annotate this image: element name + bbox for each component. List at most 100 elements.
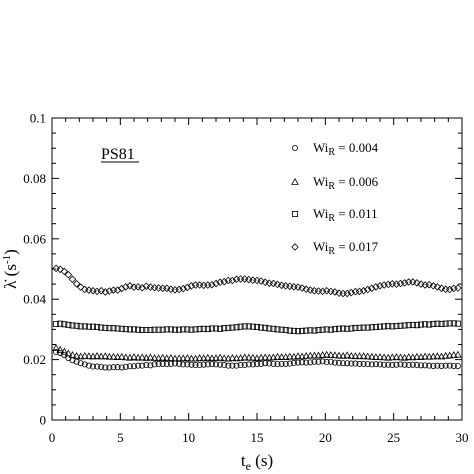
data-point-diamond xyxy=(208,280,216,289)
data-point-triangle xyxy=(314,351,323,359)
data-point-circle xyxy=(446,362,453,369)
data-point-circle xyxy=(258,360,265,367)
data-point-square xyxy=(311,327,318,334)
data-point-square xyxy=(110,325,117,332)
data-point-circle xyxy=(389,362,396,369)
data-point-diamond xyxy=(142,282,151,290)
data-point-diamond xyxy=(138,283,146,292)
data-point-triangle xyxy=(417,353,425,360)
legend-label-main: Wi xyxy=(313,239,329,254)
data-point-circle xyxy=(221,362,228,369)
data-point-circle xyxy=(163,361,170,368)
data-point-triangle xyxy=(105,352,114,360)
x-axis-title-sub: e xyxy=(246,459,251,473)
data-point-square xyxy=(139,327,146,334)
x-tick-label: 20 xyxy=(319,430,332,445)
data-point-triangle xyxy=(367,352,376,360)
data-point-triangle xyxy=(232,354,241,362)
data-point-triangle xyxy=(249,353,257,361)
data-point-circle xyxy=(381,361,388,368)
data-point-triangle xyxy=(228,354,237,361)
data-point-circle xyxy=(426,362,433,369)
data-point-circle xyxy=(315,358,322,365)
data-point-diamond xyxy=(60,267,69,276)
data-point-diamond xyxy=(257,277,265,285)
data-point-circle xyxy=(405,362,412,369)
data-point-triangle xyxy=(376,353,384,360)
data-point-square xyxy=(270,325,277,332)
data-point-diamond xyxy=(183,283,192,292)
data-point-triangle xyxy=(203,353,212,361)
data-point-triangle xyxy=(212,354,220,361)
data-point-triangle xyxy=(384,353,393,361)
data-point-circle xyxy=(360,360,367,367)
data-point-diamond xyxy=(368,284,376,293)
data-point-square xyxy=(118,325,125,332)
data-point-diamond xyxy=(134,283,142,291)
data-point-diamond xyxy=(417,280,425,288)
data-point-triangle xyxy=(113,353,122,360)
data-point-square xyxy=(299,327,306,334)
data-point-square xyxy=(208,325,215,332)
plot-frame xyxy=(51,117,463,421)
data-point-diamond xyxy=(56,265,64,274)
data-point-square xyxy=(323,326,330,333)
legend-label-value: = 0.004 xyxy=(335,140,379,155)
data-point-triangle xyxy=(273,352,282,360)
data-point-triangle xyxy=(220,354,229,362)
data-point-circle xyxy=(184,361,191,368)
data-point-square xyxy=(381,323,388,330)
series-diamond xyxy=(52,264,462,298)
data-point-triangle xyxy=(339,351,347,359)
data-point-circle xyxy=(397,361,404,368)
data-point-diamond xyxy=(216,278,224,287)
data-point-square xyxy=(53,320,60,327)
data-point-square xyxy=(233,324,240,331)
data-point-circle xyxy=(130,363,137,370)
data-point-square xyxy=(143,327,150,334)
data-point-square xyxy=(217,325,224,332)
data-point-circle xyxy=(147,362,154,369)
data-point-circle xyxy=(352,360,359,367)
data-point-triangle xyxy=(306,351,315,359)
data-point-circle xyxy=(77,360,84,367)
data-point-diamond xyxy=(343,289,351,298)
data-point-triangle xyxy=(195,354,204,361)
y-tick-label: 0 xyxy=(40,413,47,428)
data-point-triangle xyxy=(142,354,151,361)
data-point-square xyxy=(340,325,347,332)
data-point-circle xyxy=(196,362,203,369)
data-point-diamond xyxy=(380,281,388,289)
data-point-triangle xyxy=(175,354,183,362)
data-point-circle xyxy=(233,362,240,369)
data-point-diamond xyxy=(347,288,356,297)
data-point-square xyxy=(258,324,265,331)
data-point-triangle xyxy=(244,353,253,361)
data-point-triangle xyxy=(117,352,126,360)
data-point-square xyxy=(77,323,84,330)
data-point-triangle xyxy=(322,350,331,358)
data-point-diamond xyxy=(154,284,163,292)
x-axis-title: te (s) xyxy=(241,451,273,473)
data-point-circle xyxy=(237,362,244,369)
data-point-triangle xyxy=(298,352,306,360)
x-axis-title-main: t xyxy=(241,451,246,470)
data-point-diamond xyxy=(220,277,228,286)
data-point-circle xyxy=(217,361,224,368)
data-point-square xyxy=(65,321,72,328)
data-point-square xyxy=(188,326,195,333)
data-point-diamond xyxy=(372,283,380,291)
data-point-circle xyxy=(409,361,416,368)
data-point-square xyxy=(434,320,441,327)
data-point-circle xyxy=(344,360,351,367)
data-point-diamond xyxy=(339,289,347,298)
data-point-square xyxy=(426,321,433,328)
data-point-diamond xyxy=(363,285,372,294)
data-point-triangle xyxy=(224,354,233,362)
data-point-square xyxy=(307,327,314,334)
data-point-square xyxy=(294,328,301,335)
data-point-circle xyxy=(376,361,383,368)
data-point-triangle xyxy=(146,353,155,361)
